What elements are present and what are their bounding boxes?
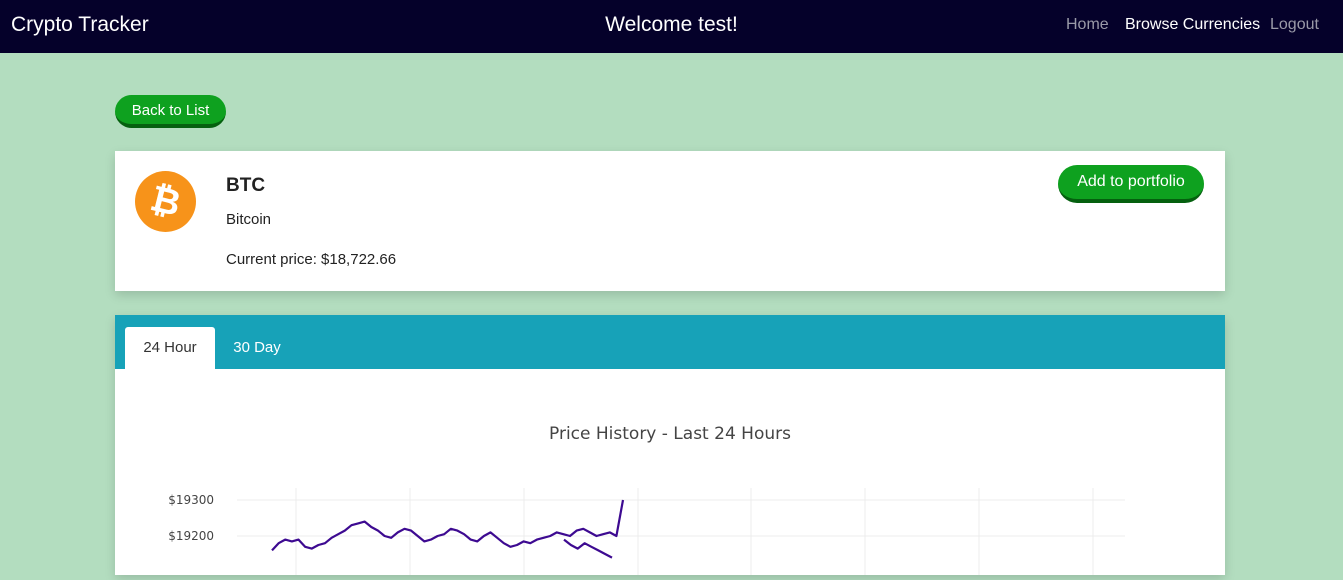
svg-text:₿: ₿ (146, 178, 184, 225)
price-chart: Price History - Last 24 Hours $19300 $192… (115, 369, 1225, 575)
price-series-line (271, 499, 625, 559)
navbar: Crypto Tracker Welcome test! Home Browse… (0, 0, 1343, 53)
coin-current-price: Current price: $18,722.66 (226, 251, 397, 268)
brand-title[interactable]: Crypto Tracker (11, 13, 149, 36)
nav-browse-currencies-link[interactable]: Browse Currencies (1125, 16, 1261, 33)
tab-30-day[interactable]: 30 Day (233, 339, 281, 356)
coin-name: Bitcoin (226, 211, 272, 228)
back-to-list-button[interactable]: Back to List (115, 95, 226, 128)
welcome-message: Welcome test! (605, 13, 738, 36)
coin-symbol: BTC (226, 175, 266, 196)
coin-info-card: ₿ BTC Bitcoin Current price: $18,722.66 … (115, 151, 1225, 291)
tab-bar: 24 Hour 30 Day (115, 315, 1225, 369)
nav-home-link[interactable]: Home (1066, 16, 1109, 33)
y-tick-label: $19200 (168, 529, 214, 543)
price-chart-svg: Price History - Last 24 Hours $19300 $192… (168, 424, 1125, 575)
chart-title: Price History - Last 24 Hours (549, 424, 791, 444)
price-history-card: 24 Hour 30 Day Price History - Last 24 H… (115, 315, 1225, 575)
tab-24-hour[interactable]: 24 Hour (125, 327, 215, 369)
nav-logout-link[interactable]: Logout (1270, 16, 1319, 33)
bitcoin-icon: ₿ (135, 171, 196, 232)
add-to-portfolio-button[interactable]: Add to portfolio (1058, 165, 1204, 203)
y-tick-label: $19300 (168, 493, 214, 507)
